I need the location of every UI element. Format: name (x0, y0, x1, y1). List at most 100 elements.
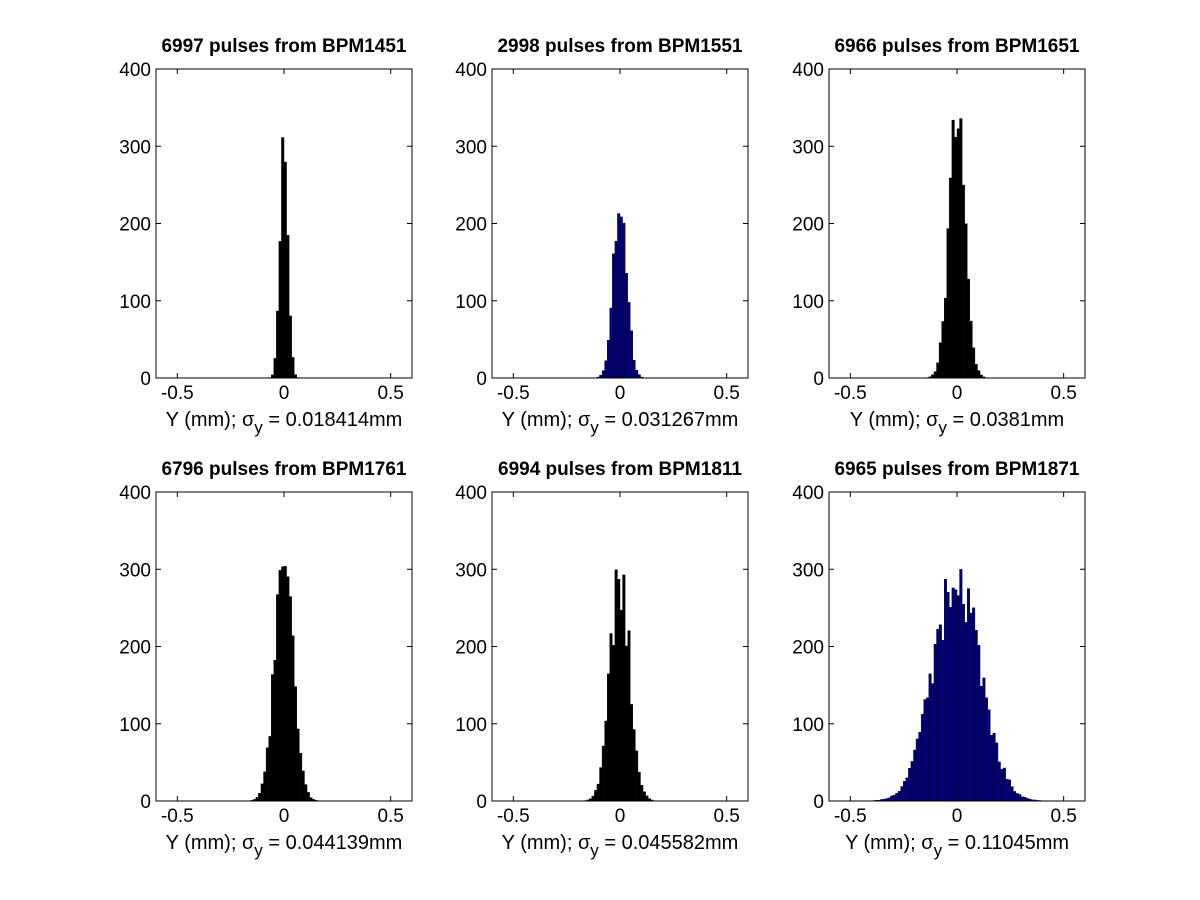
x-tick-label: 0 (279, 383, 290, 404)
histogram-bar (624, 645, 628, 802)
histogram-bar (951, 120, 955, 379)
histogram-bar (903, 781, 906, 802)
histogram-bar (1002, 767, 1006, 802)
x-axis-label: Y (mm); σy = 0.031267mm (502, 409, 739, 437)
histogram-bar (915, 738, 919, 802)
histogram-bar (933, 643, 937, 802)
histogram-bar (979, 686, 983, 802)
histogram-bar (278, 241, 282, 379)
x-tick-label: 0.5 (1050, 806, 1076, 827)
histogram-bar (969, 320, 973, 379)
chart-panel-2: 0 100 200 300 400 -0.5 0 0.5 2998 pulses from BP… (455, 36, 749, 437)
histogram-bar (299, 753, 303, 802)
histogram-bar (926, 697, 930, 802)
histogram-bar (632, 729, 636, 802)
histogram-bar (260, 783, 264, 802)
histogram-bar (273, 660, 277, 802)
histogram-bar (640, 785, 644, 802)
histogram-bar (635, 750, 639, 802)
x-axis-label: Y (mm); σy = 0.018414mm (166, 409, 403, 437)
histogram-bar (283, 161, 287, 379)
histogram-bar (967, 588, 970, 802)
histogram-bar (954, 589, 958, 802)
histogram-bar (288, 315, 292, 379)
histogram-bar (877, 799, 881, 802)
histogram-bar (961, 184, 965, 379)
histogram-bar (956, 595, 960, 802)
histogram-bar (880, 799, 883, 802)
histogram-bar (946, 228, 950, 379)
histogram-bar (931, 374, 935, 379)
histogram-bar (954, 136, 958, 379)
y-tick-label: 100 (792, 292, 824, 313)
chart-title: 6966 pulses from BPM1651 (834, 36, 1079, 57)
histogram-bar (920, 714, 924, 802)
histogram-bar (938, 624, 942, 802)
histogram-bar (596, 376, 600, 379)
x-tick-label: 0.5 (1050, 383, 1076, 404)
chart-title: 6994 pulses from BPM1811 (498, 459, 742, 480)
histogram-bar (1010, 786, 1014, 802)
histogram-bar (596, 783, 600, 802)
histogram-bar (944, 297, 947, 379)
y-tick-label: 0 (140, 369, 151, 390)
histogram-bar (617, 579, 621, 802)
histogram-bar (311, 799, 315, 802)
histogram-bar (258, 792, 262, 802)
histogram-bar (607, 673, 610, 802)
histogram-bar (895, 792, 899, 802)
histogram-bar (890, 795, 894, 802)
histogram-bar (268, 736, 272, 802)
histogram-bar (938, 342, 942, 379)
histogram-bar (882, 799, 886, 802)
histogram-bar (995, 742, 999, 802)
y-tick-label: 300 (792, 137, 824, 158)
histogram-bar (271, 374, 274, 379)
histogram-bar (931, 683, 935, 802)
y-tick-label: 300 (455, 560, 487, 581)
histogram-bar (627, 630, 631, 802)
histogram-bar (309, 797, 313, 802)
histogram-bar (594, 790, 598, 802)
histogram-bar (918, 732, 922, 802)
histogram-bar (609, 633, 613, 802)
y-tick-label: 400 (119, 60, 151, 81)
histogram-bar (635, 370, 639, 379)
histogram-bar (614, 569, 618, 802)
y-tick-label: 400 (792, 60, 824, 81)
y-tick-label: 0 (813, 792, 824, 813)
chart-panel-5: 0 100 200 300 400 -0.5 0 0.5 6994 pulses from BP… (455, 459, 749, 860)
histogram-bar (923, 699, 927, 802)
histogram-bar (1005, 779, 1009, 802)
histogram-bar (928, 376, 932, 379)
x-tick-label: 0.5 (713, 383, 739, 404)
x-axis-label: Y (mm); σy = 0.045582mm (502, 832, 739, 860)
chart-title: 2998 pulses from BPM1551 (497, 36, 742, 57)
histogram-bar (291, 357, 295, 379)
bars-6 (872, 569, 1042, 802)
histogram-bar (961, 604, 965, 802)
y-tick-label: 400 (792, 483, 824, 504)
histogram-bar (265, 747, 269, 802)
histogram-bar (1008, 779, 1011, 802)
histogram-bar (885, 798, 889, 802)
y-tick-label: 400 (455, 483, 487, 504)
histogram-bar (304, 784, 308, 802)
histogram-bar (959, 118, 963, 379)
x-tick-label: 0.5 (713, 806, 739, 827)
histogram-bar (281, 137, 285, 379)
y-tick-label: 200 (119, 215, 151, 236)
histogram-bar (1031, 799, 1034, 802)
histogram-bar (951, 587, 955, 802)
histogram-bar (640, 376, 644, 379)
histogram-bar (288, 596, 292, 802)
histogram-bar (647, 798, 651, 802)
histogram-bar (624, 273, 628, 379)
histogram-bar (936, 362, 940, 379)
x-tick-label: 0 (615, 806, 626, 827)
y-tick-label: 0 (140, 792, 151, 813)
chart-title: 6997 pulses from BPM1451 (161, 36, 406, 57)
histogram-bar (250, 800, 254, 802)
histogram-bar (614, 240, 618, 379)
x-tick-label: -0.5 (834, 806, 867, 827)
